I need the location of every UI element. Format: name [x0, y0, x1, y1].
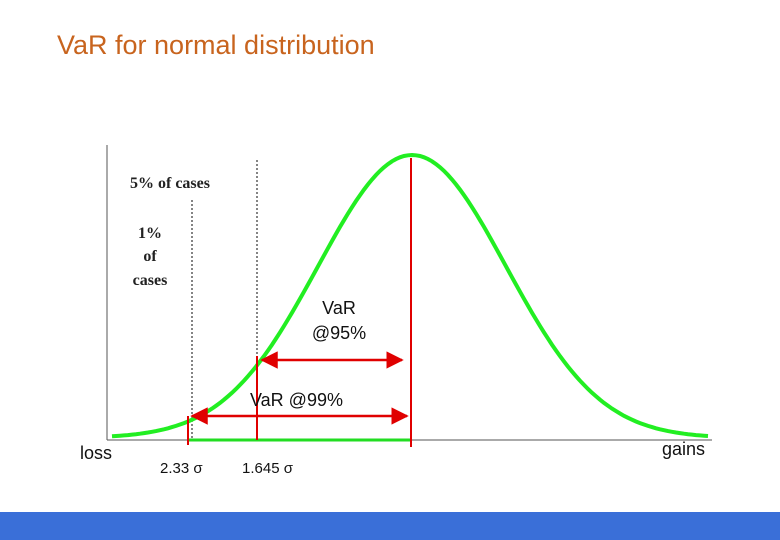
red-lines: [187, 158, 412, 447]
annotation: @95%: [312, 323, 366, 343]
footer-bar: [0, 512, 780, 540]
annotation: cases: [133, 272, 168, 289]
tick-label: 2.33 σ: [160, 460, 203, 477]
tick-label: 1.645 σ: [242, 460, 294, 477]
axis-label: loss: [80, 443, 112, 463]
axis-label: gains: [662, 439, 705, 459]
title: VaR for normal distribution: [57, 30, 375, 60]
annotation: VaR: [322, 298, 356, 318]
annotation: 1%: [138, 225, 162, 242]
annotation: VaR @99%: [250, 390, 343, 410]
annotation: 5% of cases: [130, 175, 210, 192]
arrows: [190, 351, 409, 425]
annotation: of: [143, 248, 157, 265]
